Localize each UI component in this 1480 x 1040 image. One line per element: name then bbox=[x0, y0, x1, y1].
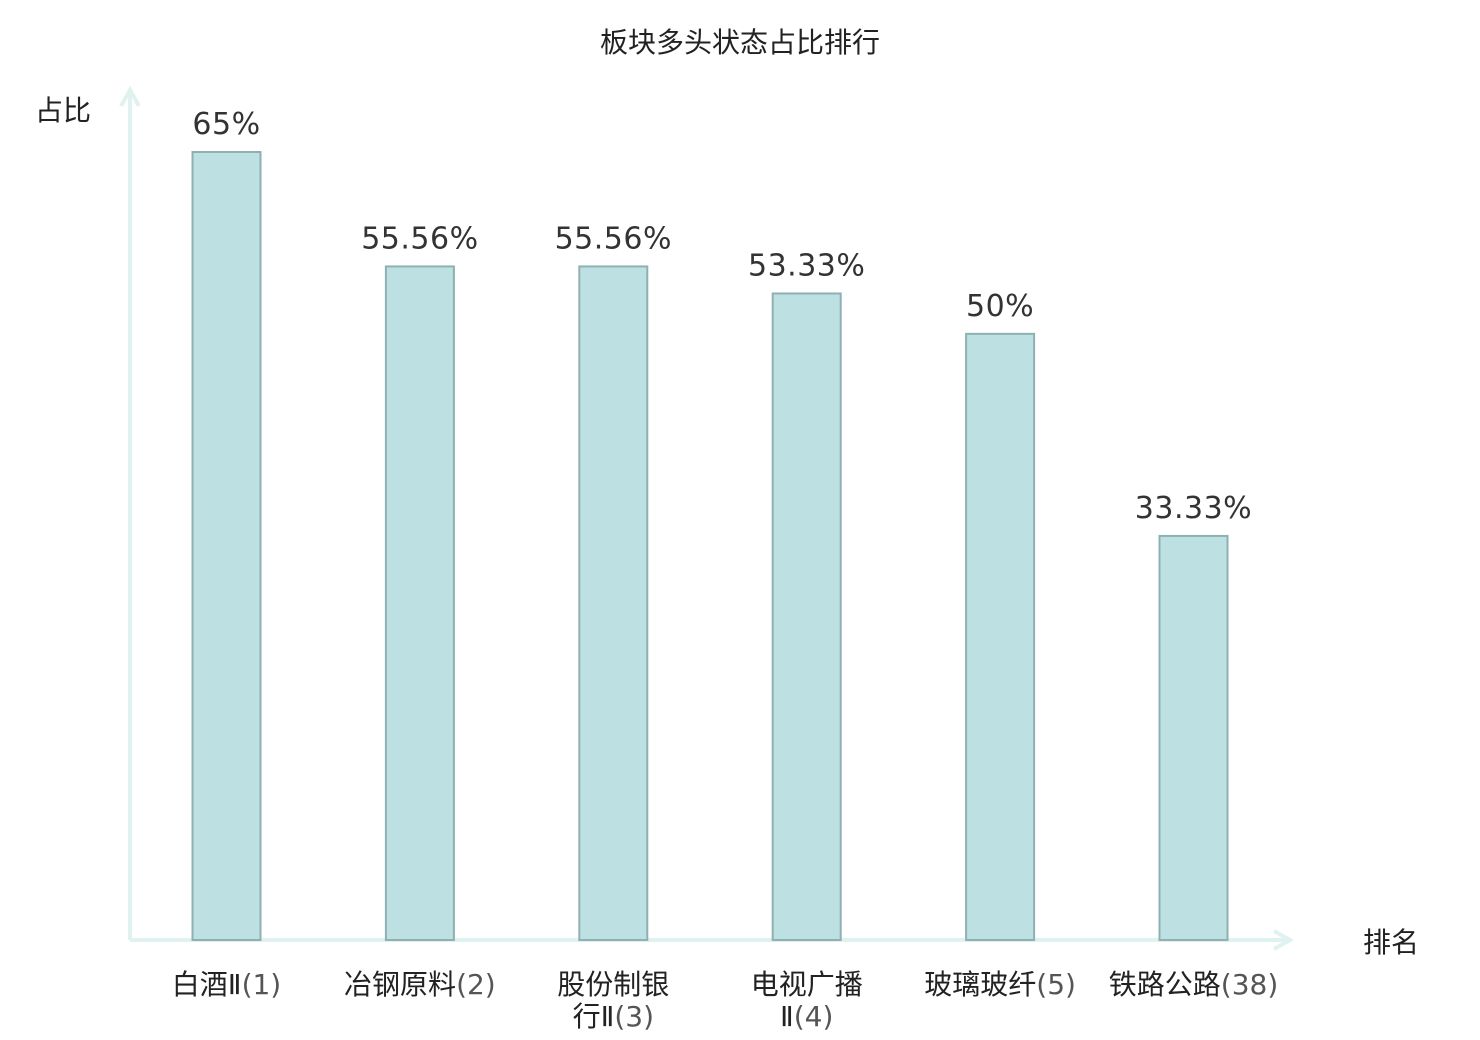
x-tick-label: 冶钢原料(2) bbox=[344, 968, 496, 1001]
data-label: 55.56% bbox=[555, 221, 672, 256]
bar bbox=[771, 292, 842, 941]
y-axis-label: 占比 bbox=[35, 94, 91, 127]
x-tick-label: 电视广播 bbox=[751, 968, 863, 1001]
x-tick-label: 白酒Ⅱ(1) bbox=[172, 968, 281, 1001]
data-label: 65% bbox=[192, 107, 260, 142]
value-labels-group: 65% 55.56% 55.56% 53.33% 50% 33.33% bbox=[192, 107, 1252, 526]
data-label: 33.33% bbox=[1135, 491, 1252, 526]
data-label: 50% bbox=[966, 289, 1034, 324]
x-tick-label: 股份制银 bbox=[557, 968, 669, 1001]
data-label: 55.56% bbox=[361, 221, 478, 256]
x-tick-label: 铁路公路(38) bbox=[1109, 968, 1279, 1001]
bar bbox=[578, 265, 649, 941]
y-axis-arrow bbox=[119, 85, 141, 107]
axes bbox=[119, 85, 1295, 951]
x-tick-label: 行Ⅱ(3) bbox=[573, 1000, 654, 1033]
bar bbox=[965, 332, 1036, 942]
bar bbox=[191, 151, 262, 941]
data-label: 53.33% bbox=[748, 248, 865, 283]
x-tick-label: Ⅱ(4) bbox=[780, 1000, 833, 1033]
x-tick-label: 玻璃玻纤(5) bbox=[924, 968, 1076, 1001]
bar bbox=[1158, 534, 1229, 942]
bars-group bbox=[191, 151, 1229, 942]
chart-title: 板块多头状态占比排行 bbox=[600, 26, 880, 59]
bar bbox=[384, 265, 455, 941]
x-axis-arrow bbox=[1273, 929, 1295, 951]
x-axis-label: 排名 bbox=[1363, 926, 1419, 959]
